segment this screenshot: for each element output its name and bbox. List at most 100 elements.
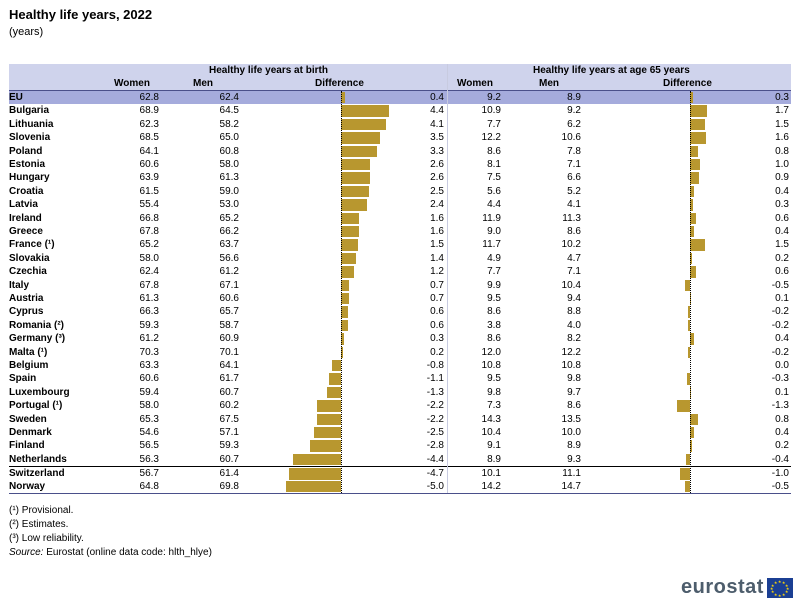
age65-women-value: 12.0 [481,346,501,358]
table-bottom-line [9,493,791,494]
country-label: Portugal (¹) [9,400,63,412]
age65-men-value: 7.1 [567,266,581,278]
birth-men-value: 60.9 [219,333,239,345]
birth-women-value: 56.3 [139,453,159,465]
birth-difference-value: -2.2 [426,413,444,425]
age65-men-value: 6.6 [567,172,581,184]
age65-difference-bar [690,252,692,265]
birth-women-value: 59.3 [139,319,159,331]
age65-difference-value: 0.8 [775,145,789,157]
age65-difference-value: 1.6 [775,132,789,144]
birth-difference-bar [341,333,345,345]
birth-difference-bar [341,145,378,157]
birth-men-value: 65.2 [219,212,239,224]
country-label: Luxembourg [9,386,70,398]
age65-women-value: 5.6 [487,185,501,197]
birth-men-value: 60.7 [219,386,239,398]
source-text: Eurostat (online data code: hlth_hlye) [43,547,212,558]
country-label: Cyprus [9,306,44,318]
age65-difference-bar [690,427,694,439]
age65-difference-bar [690,105,707,117]
age65-women-value: 8.6 [487,333,501,345]
birth-men-value: 58.7 [219,319,239,331]
age65-men-value: 6.2 [567,118,581,130]
table-row: Italy 67.8 67.1 0.7 9.9 10.4 -0.5 [9,279,791,292]
birth-difference-value: 1.4 [430,252,444,264]
birth-difference-bar [341,226,359,238]
age65-men-value: 8.2 [567,333,581,345]
age65-difference-bar [690,226,694,238]
age65-difference-bar [690,239,705,251]
birth-difference-value: 1.6 [430,212,444,224]
country-label: Malta (¹) [9,346,48,358]
birth-women-value: 61.2 [139,333,159,345]
table-row: Germany (³) 61.2 60.9 0.3 8.6 8.2 0.4 [9,332,791,345]
age65-men-value: 10.6 [561,132,581,144]
age65-difference-value: 0.2 [775,252,789,264]
birth-women-value: 67.8 [139,226,159,237]
age65-difference-bar [690,413,698,425]
age65-difference-value: -0.2 [771,306,789,318]
age65-women-value: 9.5 [487,373,501,385]
birth-difference-value: 0.3 [430,333,444,345]
birth-men-value: 64.5 [219,105,239,117]
table-row: Austria 61.3 60.6 0.7 9.5 9.4 0.1 [9,292,791,305]
age65-men-value: 11.1 [562,468,581,480]
country-label: Norway [9,480,46,492]
country-label: Slovenia [9,132,51,144]
birth-men-value: 56.6 [219,252,239,264]
age65-difference-bar [688,306,690,318]
logo-text: eurostat [681,576,764,598]
age65-women-value: 9.2 [487,92,501,103]
birth-difference-bar [341,105,390,117]
birth-women-value: 63.3 [139,360,159,371]
country-label: Poland [9,145,43,157]
birth-difference-bar [328,373,341,385]
birth-difference-value: 0.2 [430,346,444,358]
birth-difference-bar [341,199,368,211]
birth-women-value: 58.0 [139,252,159,264]
footnotes: (¹) Provisional. (²) Estimates. (³) Low … [9,504,212,560]
age65-difference-value: 0.1 [775,386,789,398]
table-row: Poland 64.1 60.8 3.3 8.6 7.8 0.8 [9,145,791,158]
age65-men-value: 9.2 [567,105,581,117]
country-label: Denmark [9,427,52,438]
country-label: Finland [9,440,45,452]
age65-women-value: 9.1 [487,440,501,452]
birth-men-value: 58.0 [219,159,239,170]
age65-men-value: 12.2 [561,346,581,358]
birth-men-value: 66.2 [219,226,239,237]
birth-difference-bar [326,386,341,399]
birth-difference-bar [341,92,346,104]
eu-flag-icon: ★ ★ ★ ★ ★ ★ ★ ★ ★ ★ ★ ★ [766,577,793,598]
age65-difference-bar [686,453,690,466]
birth-difference-value: 1.6 [430,226,444,237]
age65-difference-value: 0.4 [775,333,789,345]
age65-women-value: 8.1 [487,159,501,170]
birth-men-value: 60.7 [219,453,239,465]
table-row: Greece 67.8 66.2 1.6 9.0 8.6 0.4 [9,225,791,238]
birth-women-value: 70.3 [139,346,159,358]
birth-women-value: 60.6 [139,159,159,170]
age65-men-value: 4.1 [567,199,581,211]
country-label: EU [9,92,23,103]
age65-women-value: 9.0 [487,226,501,237]
table-row: Spain 60.6 61.7 -1.1 9.5 9.8 -0.3 [9,372,791,385]
table-row: Romania (²) 59.3 58.7 0.6 3.8 4.0 -0.2 [9,319,791,332]
birth-difference-bar [341,266,355,278]
birth-women-value: 64.8 [139,480,159,492]
age65-difference-value: 0.4 [775,226,789,237]
age65-difference-value: -0.2 [771,319,789,331]
age65-difference-value: 0.2 [775,440,789,452]
birth-women-value: 66.8 [139,212,159,224]
age65-men-value: 5.2 [567,185,581,197]
birth-women-value: 68.5 [139,132,159,144]
birth-women-value: 62.3 [139,118,159,130]
table-row: Bulgaria 68.9 64.5 4.4 10.9 9.2 1.7 [9,104,791,117]
birth-difference-value: 4.1 [430,118,444,130]
age65-difference-value: 0.1 [775,293,789,304]
birth-men-value: 70.1 [219,346,239,358]
age65-difference-value: 0.0 [775,360,789,371]
birth-difference-bar [292,453,341,466]
header-age65-women: Women [457,78,493,89]
